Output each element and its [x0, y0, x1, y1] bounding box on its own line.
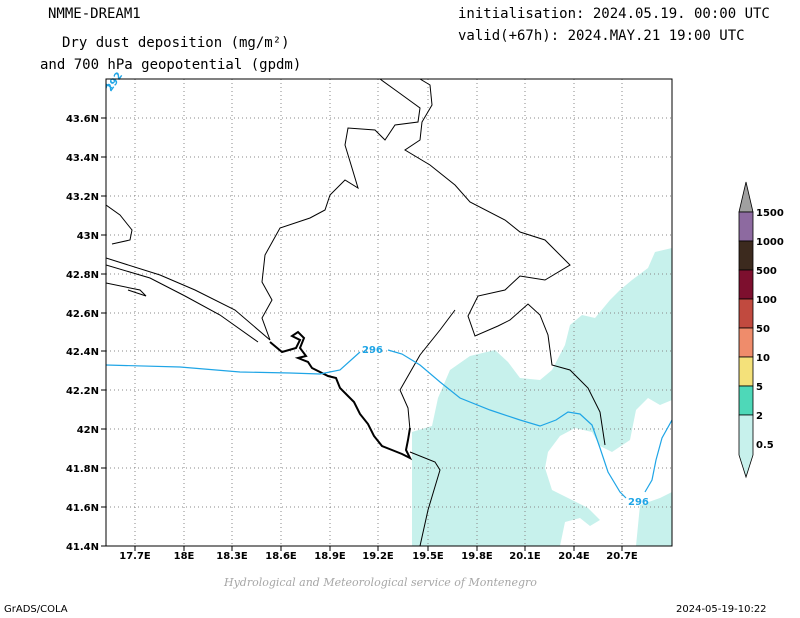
lat-tick-label: 42.2N [66, 386, 99, 397]
lon-tick-label: 18E [174, 551, 195, 562]
colorbar-label: 5 [756, 382, 763, 393]
lat-tick-label: 41.8N [66, 464, 99, 475]
colorbar-label: 1000 [756, 237, 784, 248]
longitude-labels: 17.7E 18E 18.3E 18.6E 18.9E 19.2E 19.5E 19.8E 20… [119, 546, 638, 562]
contour-296-east [644, 419, 672, 493]
latitude-labels: 43.6N 43.4N 43.2N 43N 42.8N 42.6N 42.4N 42.2N 42… [66, 114, 106, 553]
lat-tick-label: 42.8N [66, 270, 99, 281]
colorbar: 1500 1000 500 100 50 10 5 2 0.5 [738, 181, 784, 479]
border-bih-montenegro [261, 79, 421, 341]
country-borders [106, 79, 606, 546]
colorbar-label: 0.5 [756, 440, 774, 451]
border-dalmatia-coast-2 [106, 264, 259, 343]
border-serbia-kosovo [404, 79, 606, 446]
colorbar-top-arrow [738, 181, 754, 213]
lon-tick-label: 17.7E [119, 551, 151, 562]
lat-tick-label: 43.6N [66, 114, 99, 125]
lon-tick-label: 19.8E [461, 551, 493, 562]
lon-tick-label: 18.6E [265, 551, 297, 562]
colorbar-label: 500 [756, 266, 777, 277]
lon-tick-label: 20.4E [558, 551, 590, 562]
lat-tick-label: 42.4N [66, 347, 99, 358]
border-dalmatia-coast-3 [106, 282, 147, 297]
chart-title-line-1: Dry dust deposition (mg/m²) [62, 35, 290, 51]
model-name: NMME-DREAM1 [48, 6, 141, 22]
footer-left: GrADS/COLA [4, 604, 68, 615]
chart-title-line-2: and 700 hPa geopotential (gpdm) [40, 57, 302, 73]
contour-292-corner [106, 83, 113, 89]
lat-tick-label: 43.4N [66, 153, 99, 164]
border-montenegro-albania [399, 309, 456, 431]
lat-tick-label: 41.4N [66, 542, 99, 553]
border-bih-serbia [106, 204, 133, 245]
lat-tick-label: 43.2N [66, 192, 99, 203]
contour-296 [106, 349, 627, 499]
colorbar-segment [738, 356, 754, 387]
adriatic-coastline [269, 330, 413, 461]
lat-tick-label: 42.6N [66, 309, 99, 320]
colorbar-label: 10 [756, 353, 770, 364]
lat-tick-label: 42N [77, 425, 99, 436]
contour-label-296-a: 296 [362, 345, 383, 356]
border-albania-macedonia [409, 451, 441, 546]
border-dalmatia-coast-1 [106, 257, 271, 341]
colorbar-segment [738, 269, 754, 300]
colorbar-segment [738, 298, 754, 329]
lon-tick-label: 19.2E [362, 551, 394, 562]
lat-tick-label: 43N [77, 231, 99, 242]
lon-tick-label: 18.3E [216, 551, 248, 562]
colorbar-segment [738, 211, 754, 242]
lon-tick-label: 20.1E [509, 551, 541, 562]
contour-label-292: 292 [104, 70, 125, 93]
dust-area-southeast [636, 492, 672, 546]
colorbar-segment [738, 385, 754, 416]
footer-right: 2024-05-19-10:22 [676, 604, 767, 615]
colorbar-label: 50 [756, 324, 770, 335]
colorbar-segment [738, 240, 754, 271]
colorbar-label: 100 [756, 295, 777, 306]
lat-tick-label: 41.6N [66, 503, 99, 514]
colorbar-segment [738, 414, 754, 479]
contour-label-296-b: 296 [628, 497, 649, 508]
valid-time: valid(+67h): 2024.MAY.21 19:00 UTC [458, 28, 745, 44]
colorbar-segment [738, 327, 754, 358]
colorbar-label: 1500 [756, 208, 784, 219]
geopotential-contour [106, 83, 672, 499]
lon-tick-label: 18.9E [314, 551, 346, 562]
initialisation-time: initialisation: 2024.05.19. 00:00 UTC [458, 6, 770, 22]
map-grid [106, 79, 672, 546]
credit-text: Hydrological and Meteorological service … [224, 576, 537, 589]
lon-tick-label: 19.5E [412, 551, 444, 562]
lon-tick-label: 20.7E [606, 551, 638, 562]
colorbar-label: 2 [756, 411, 763, 422]
